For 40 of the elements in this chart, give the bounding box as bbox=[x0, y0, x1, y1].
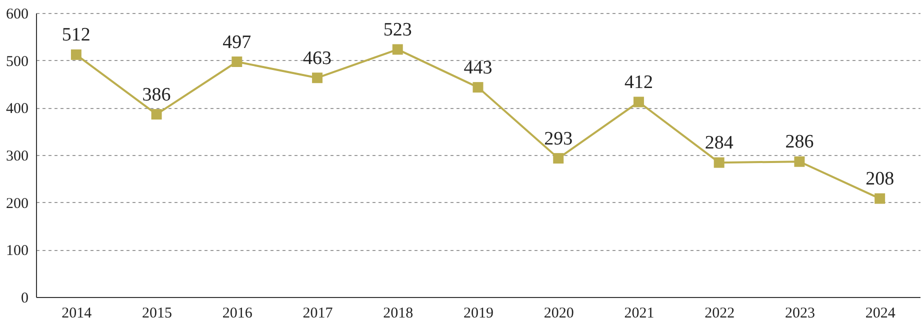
point bbox=[151, 109, 162, 120]
y-tick-label: 500 bbox=[6, 54, 28, 70]
x-tick-label: 2020 bbox=[544, 306, 574, 322]
y-tick-label: 0 bbox=[21, 290, 28, 306]
y-tick-label: 600 bbox=[6, 6, 28, 22]
x-tick-label: 2023 bbox=[784, 306, 815, 322]
point bbox=[874, 193, 886, 204]
point bbox=[392, 44, 403, 55]
data-label: 386 bbox=[142, 84, 171, 106]
y-tick-label: 200 bbox=[6, 196, 28, 212]
point bbox=[232, 56, 242, 67]
x-tick-label: 2017 bbox=[302, 306, 334, 322]
point bbox=[70, 49, 82, 60]
x-tick-label: 2022 bbox=[704, 306, 735, 322]
x-tick-label: 2015 bbox=[142, 306, 172, 322]
x-tick-label: 2018 bbox=[383, 306, 414, 322]
point bbox=[472, 82, 484, 93]
point bbox=[714, 157, 724, 168]
point bbox=[553, 153, 564, 164]
data-label: 463 bbox=[303, 48, 332, 69]
point bbox=[312, 72, 323, 84]
point bbox=[794, 156, 805, 167]
data-label: 497 bbox=[222, 32, 252, 53]
data-label: 512 bbox=[62, 24, 90, 46]
y-tick-label: 400 bbox=[6, 101, 28, 118]
x-tick-label: 2019 bbox=[464, 306, 494, 322]
point bbox=[633, 96, 644, 108]
data-label: 443 bbox=[464, 57, 492, 78]
x-tick-label: 2014 bbox=[62, 306, 92, 322]
data-label: 523 bbox=[383, 19, 412, 40]
data-label: 284 bbox=[704, 132, 734, 154]
y-tick-label: 100 bbox=[6, 243, 28, 260]
data-label: 293 bbox=[544, 128, 573, 150]
y-tick-label: 300 bbox=[6, 148, 28, 164]
data-label: 208 bbox=[866, 168, 894, 190]
x-tick-label: 2016 bbox=[222, 306, 253, 322]
x-tick-label: 2021 bbox=[624, 306, 654, 322]
data-label: 412 bbox=[624, 72, 653, 93]
data-label: 286 bbox=[785, 132, 814, 153]
x-tick-label: 2024 bbox=[865, 306, 896, 322]
